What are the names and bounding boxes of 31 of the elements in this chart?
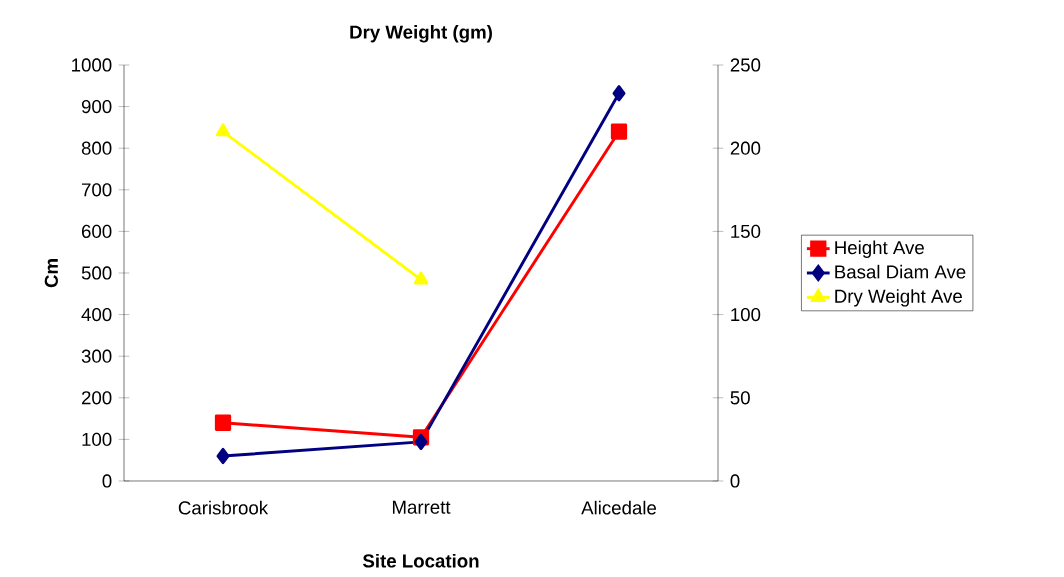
y-tick-label: 0 xyxy=(102,474,112,488)
y-tick-label: 400 xyxy=(81,307,112,322)
x-axis-title: Site Location xyxy=(362,553,479,568)
y2-tick-label: 250 xyxy=(730,58,761,72)
x-tick-label: Marrett xyxy=(392,500,451,514)
y-tick-label: 1000 xyxy=(72,58,112,72)
x-tick-label: Alicedale xyxy=(581,500,657,515)
chart-title: Dry Weight (gm) xyxy=(350,25,492,43)
x-tick-label: Carisbrook xyxy=(178,500,269,515)
legend-label: Basal Diam Ave xyxy=(835,264,966,279)
y-tick-label: 100 xyxy=(82,432,112,446)
y-tick-label: 700 xyxy=(82,183,112,197)
y-tick-label: 600 xyxy=(81,224,112,238)
y-tick-label: 500 xyxy=(81,266,112,280)
y2-tick-label: 150 xyxy=(731,224,761,238)
point xyxy=(214,414,232,431)
y-tick-label: 300 xyxy=(81,349,112,363)
y2-tick-label: 50 xyxy=(730,391,750,405)
y-tick-label: 900 xyxy=(81,99,112,114)
y-axis-title: Cm xyxy=(44,259,58,288)
y-tick-label: 200 xyxy=(81,391,112,405)
y2-tick-label: 100 xyxy=(731,307,761,322)
y2-tick-label: 0 xyxy=(730,474,740,488)
point xyxy=(216,447,230,465)
legend-label: Height Ave xyxy=(835,240,924,258)
y-tick-label: 800 xyxy=(81,141,112,155)
legend-label: Dry Weight Ave xyxy=(835,289,962,307)
point xyxy=(610,123,628,140)
point xyxy=(612,85,626,102)
y2-tick-label: 200 xyxy=(730,141,761,155)
point xyxy=(414,433,428,451)
